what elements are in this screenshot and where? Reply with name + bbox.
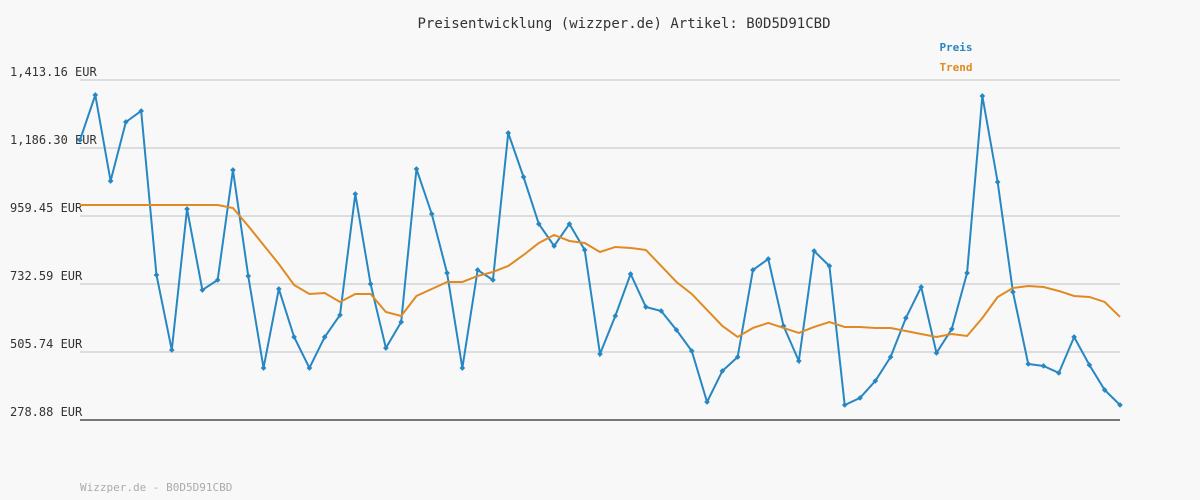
- data-point: [230, 167, 236, 173]
- data-point: [168, 347, 175, 353]
- data-point: [321, 334, 328, 340]
- data-point: [535, 221, 542, 227]
- data-point: [795, 358, 802, 364]
- data-point: [1040, 363, 1047, 369]
- data-point: [857, 395, 863, 401]
- data-point: [77, 137, 83, 143]
- y-tick-label: 278.88 EUR: [10, 405, 83, 419]
- y-tick-label: 1,186.30 EUR: [10, 133, 97, 147]
- data-point: [1071, 334, 1077, 340]
- data-point: [199, 287, 206, 293]
- data-point: [444, 270, 450, 276]
- data-point: [597, 351, 603, 357]
- data-point: [459, 365, 466, 371]
- data-point: [627, 271, 634, 277]
- data-point: [918, 284, 925, 290]
- data-point: [245, 273, 252, 279]
- data-point: [734, 354, 741, 360]
- data-point: [474, 267, 481, 273]
- data-point: [964, 270, 970, 276]
- data-point: [1117, 402, 1123, 408]
- data-point: [688, 348, 695, 354]
- data-point: [337, 312, 343, 318]
- data-point: [520, 174, 527, 180]
- data-point: [979, 93, 986, 99]
- data-point: [719, 368, 726, 374]
- data-point: [260, 365, 267, 371]
- data-point: [214, 277, 221, 283]
- data-point: [1010, 289, 1016, 295]
- data-point: [994, 179, 1001, 185]
- data-point: [123, 119, 129, 125]
- data-point: [505, 130, 512, 136]
- chart-title: Preisentwicklung (wizzper.de) Artikel: B…: [417, 16, 830, 32]
- data-point: [658, 308, 665, 314]
- data-point: [107, 178, 114, 184]
- data-point: [398, 319, 405, 325]
- data-point: [765, 256, 772, 262]
- data-point: [1101, 387, 1108, 393]
- data-point: [948, 326, 955, 332]
- data-point: [872, 378, 879, 384]
- data-point: [428, 211, 435, 217]
- data-point: [551, 243, 557, 249]
- data-point: [750, 267, 756, 273]
- data-point: [1086, 362, 1093, 368]
- data-point: [291, 334, 297, 340]
- data-point: [826, 263, 833, 269]
- data-point: [138, 108, 145, 114]
- data-point: [153, 272, 160, 278]
- series-line: [80, 203, 1121, 339]
- data-point: [673, 327, 680, 333]
- data-point: [383, 345, 389, 351]
- data-point: [1025, 361, 1032, 367]
- y-tick-label: 505.74 EUR: [10, 337, 83, 351]
- data-point: [490, 277, 496, 283]
- data-point: [92, 92, 99, 98]
- legend-entry: Preis: [939, 41, 972, 54]
- data-point: [903, 315, 909, 321]
- y-tick-label: 732.59 EUR: [10, 269, 83, 283]
- y-tick-label: 1,413.16 EUR: [10, 65, 97, 79]
- data-point: [887, 354, 894, 360]
- data-point: [184, 206, 190, 212]
- data-point: [704, 399, 710, 405]
- data-point: [306, 365, 313, 371]
- data-point: [811, 248, 817, 254]
- data-point: [933, 350, 940, 356]
- data-point: [1055, 370, 1062, 376]
- data-point: [566, 221, 573, 227]
- data-point: [352, 191, 359, 197]
- data-point: [367, 281, 374, 287]
- data-point: [275, 286, 282, 292]
- data-point: [841, 402, 848, 408]
- series-line: [79, 94, 1121, 407]
- data-point: [643, 304, 649, 310]
- data-point: [413, 166, 420, 172]
- data-point: [612, 313, 619, 319]
- data-point: [581, 247, 588, 253]
- legend-entry: Trend: [939, 61, 972, 74]
- footer: Wizzper.de - B0D5D91CBD: [80, 481, 232, 494]
- y-tick-label: 959.45 EUR: [10, 201, 83, 215]
